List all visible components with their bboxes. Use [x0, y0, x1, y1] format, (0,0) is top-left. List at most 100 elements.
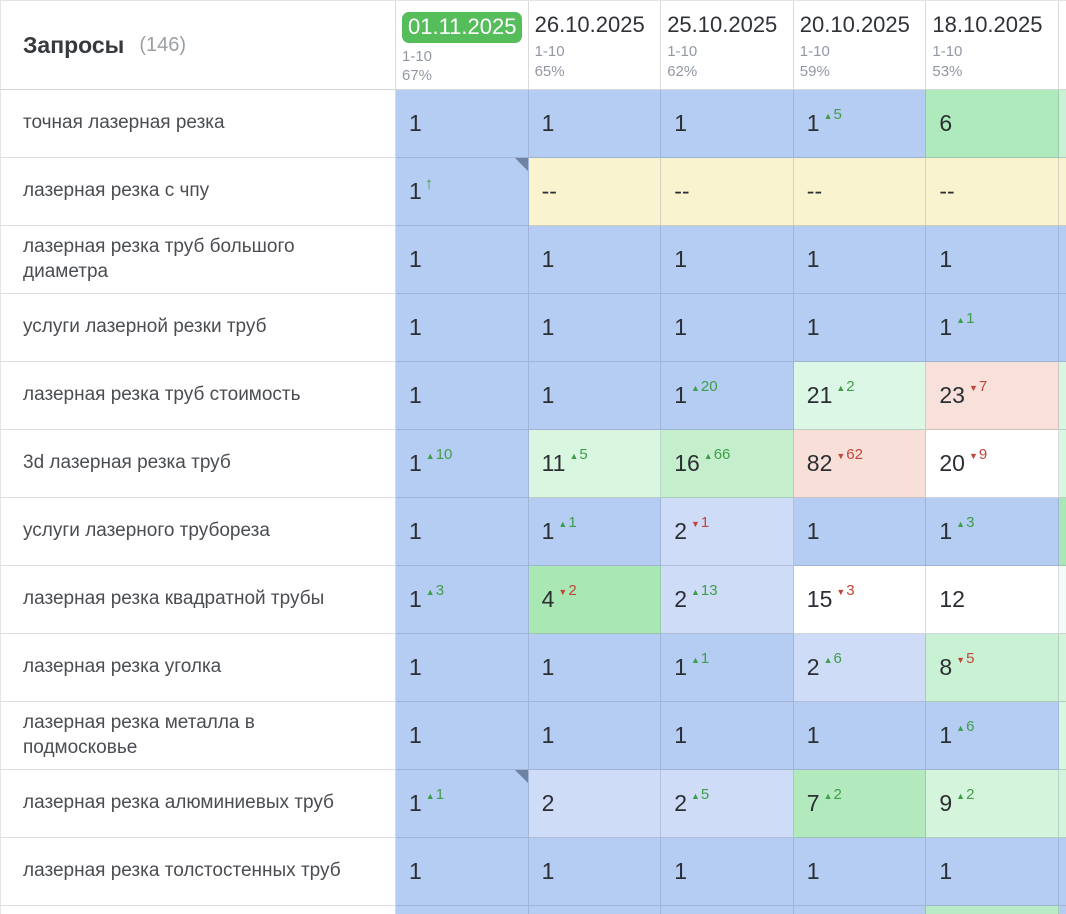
- position-value: 1: [541, 314, 555, 340]
- position-cell[interactable]: 1 ▲ 5: [793, 90, 927, 158]
- position-cell[interactable]: --: [661, 158, 794, 226]
- position-cell[interactable]: 9 ▲ 2: [926, 770, 1059, 838]
- query-cell[interactable]: лазерная резка труб стоимость: [0, 362, 396, 430]
- position-cell[interactable]: 1: [396, 362, 529, 430]
- position-cell[interactable]: 1: [396, 226, 529, 294]
- position-cell[interactable]: 1: [528, 362, 662, 430]
- query-cell[interactable]: 3d лазерная резка труб: [0, 430, 396, 498]
- position-cell[interactable]: --: [528, 158, 662, 226]
- position-cell[interactable]: 8 ▼ 5: [926, 634, 1059, 702]
- position-cell[interactable]: 1 ↑: [396, 158, 529, 226]
- top-percent-label: 53%: [932, 62, 963, 80]
- position-cell[interactable]: 1: [396, 838, 529, 906]
- position-cell[interactable]: 2 ▲ 6: [793, 634, 927, 702]
- position-cell[interactable]: 12: [926, 566, 1059, 634]
- position-cell[interactable]: 7 ▲ 2: [793, 770, 927, 838]
- up-triangle-icon: ▲: [558, 519, 568, 529]
- position-cell[interactable]: 1: [926, 838, 1059, 906]
- position-cell[interactable]: 1: [528, 702, 662, 770]
- position-cell[interactable]: --: [793, 158, 927, 226]
- position-cell[interactable]: 1: [793, 294, 927, 362]
- position-value: 2: [674, 518, 687, 544]
- position-cell[interactable]: 1: [396, 294, 529, 362]
- query-cell[interactable]: лазерная резка с чпу: [0, 158, 396, 226]
- position-cell[interactable]: 2 ▲ 5: [661, 770, 794, 838]
- column-subtext: 1-10 53%: [932, 42, 1058, 80]
- position-cell[interactable]: 11 ▲ 5: [528, 430, 662, 498]
- query-cell[interactable]: лазерная резка квадратной трубы: [0, 566, 396, 634]
- position-cell[interactable]: 1: [528, 226, 662, 294]
- position-value: 1: [409, 110, 422, 136]
- position-cell[interactable]: 82 ▼ 62: [793, 430, 927, 498]
- position-value: 20: [939, 450, 965, 476]
- position-cell[interactable]: 1: [793, 702, 927, 770]
- position-cell[interactable]: 1 ▲ 1: [926, 294, 1059, 362]
- position-cell[interactable]: 1: [793, 226, 927, 294]
- position-cell[interactable]: 1: [926, 226, 1059, 294]
- query-cell[interactable]: лазерная резка металла в подмосковье: [0, 702, 396, 770]
- column-header-25.10.2025[interactable]: 25.10.2025 1-10 62%: [661, 1, 794, 90]
- query-cell[interactable]: лазерная резка алюминиевых труб: [0, 770, 396, 838]
- position-cell[interactable]: 2 ▼ 1: [661, 498, 794, 566]
- query-cell[interactable]: услуги лазерного трубореза: [0, 498, 396, 566]
- position-cell[interactable]: 20 ▼ 9: [926, 430, 1059, 498]
- position-value: 1: [806, 518, 820, 544]
- column-header-18.10.2025[interactable]: 18.10.2025 1-10 53%: [926, 1, 1059, 90]
- position-cell[interactable]: 1 ▲ 10: [396, 430, 529, 498]
- position-cell[interactable]: 1 ▲ 20: [661, 362, 794, 430]
- position-change-up: ▲ 1: [558, 514, 576, 531]
- note-corner-marker: [514, 770, 528, 783]
- down-triangle-icon: ▼: [836, 451, 846, 461]
- position-value: 1: [541, 518, 555, 544]
- position-cell[interactable]: 6: [926, 90, 1059, 158]
- position-cell[interactable]: 1 ▲ 6: [926, 702, 1059, 770]
- position-cell[interactable]: 2 ▲ 13: [661, 566, 794, 634]
- top-range-label: 1-10: [402, 47, 433, 65]
- position-value: 1: [541, 110, 555, 136]
- query-cell[interactable]: лазерная резка толстостенных труб: [0, 838, 396, 906]
- query-cell[interactable]: точная лазерная резка: [0, 90, 396, 158]
- position-cell[interactable]: 1: [528, 634, 662, 702]
- position-value: --: [674, 178, 690, 204]
- position-cell[interactable]: 1 ▲ 1: [528, 498, 662, 566]
- position-cell[interactable]: 1: [793, 838, 927, 906]
- position-cell[interactable]: 1: [396, 634, 529, 702]
- top-range-label: 1-10: [534, 43, 565, 61]
- column-header-01.11.2025[interactable]: 01.11.2025 1-10 67%: [396, 1, 529, 90]
- position-cell[interactable]: 15 ▼ 3: [793, 566, 927, 634]
- position-cell[interactable]: 1: [661, 90, 794, 158]
- column-header-20.10.2025[interactable]: 20.10.2025 1-10 59%: [793, 1, 927, 90]
- position-cell[interactable]: 1: [396, 498, 529, 566]
- position-change-up: ▲ 66: [704, 446, 731, 463]
- position-cell[interactable]: 1 ▲ 3: [396, 566, 529, 634]
- position-cell[interactable]: 1: [528, 838, 662, 906]
- position-cell[interactable]: 21 ▲ 2: [793, 362, 927, 430]
- position-cell[interactable]: 1: [396, 702, 529, 770]
- position-cell[interactable]: 1: [528, 294, 662, 362]
- position-cell[interactable]: 1 ▲ 3: [926, 498, 1059, 566]
- position-cell[interactable]: 1: [396, 90, 529, 158]
- position-cell[interactable]: --: [926, 158, 1059, 226]
- position-cell[interactable]: 4 ▼ 2: [528, 566, 662, 634]
- down-triangle-icon: ▼: [968, 451, 978, 461]
- position-value: 1: [409, 246, 422, 272]
- position-cell[interactable]: 2: [528, 770, 662, 838]
- position-cell[interactable]: 23 ▼ 7: [926, 362, 1059, 430]
- position-value: 1: [674, 246, 687, 272]
- query-cell[interactable]: лазерная резка труб большого диаметра: [0, 226, 396, 294]
- position-cell[interactable]: 1 ▲ 1: [661, 634, 794, 702]
- position-cell[interactable]: 1: [661, 294, 794, 362]
- column-header-26.10.2025[interactable]: 26.10.2025 1-10 65%: [528, 1, 662, 90]
- position-cell[interactable]: 1: [661, 838, 794, 906]
- position-value: 1: [541, 382, 555, 408]
- position-value: 12: [939, 586, 965, 612]
- position-cell[interactable]: 1: [661, 226, 794, 294]
- query-cell[interactable]: лазерная резка уголка: [0, 634, 396, 702]
- position-cell[interactable]: 1: [661, 702, 794, 770]
- query-cell[interactable]: услуги лазерной резки труб: [0, 294, 396, 362]
- position-cell[interactable]: 1: [528, 90, 662, 158]
- position-cell[interactable]: 1: [793, 498, 927, 566]
- position-cell[interactable]: 1 ▲ 1: [396, 770, 529, 838]
- position-cell[interactable]: 16 ▲ 66: [661, 430, 794, 498]
